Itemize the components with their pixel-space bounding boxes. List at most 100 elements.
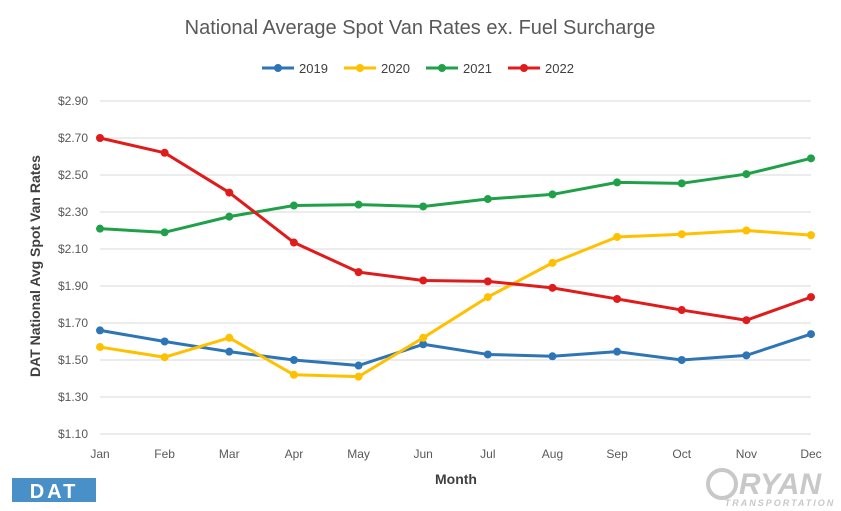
x-tick-label: Mar bbox=[219, 447, 240, 461]
data-point bbox=[96, 134, 104, 142]
y-tick-label: $2.90 bbox=[58, 94, 88, 108]
data-point bbox=[548, 258, 557, 267]
data-point bbox=[807, 231, 815, 240]
data-point bbox=[225, 188, 234, 197]
dat-logo-background bbox=[12, 478, 96, 502]
series-line-2020 bbox=[99, 229, 812, 379]
legend-swatch-marker bbox=[356, 64, 364, 72]
data-point bbox=[160, 228, 169, 237]
ryan-logo-text: RYAN bbox=[739, 468, 823, 501]
x-axis-ticks: Jan Feb Mar Apr May Jun Jul Aug Sep Oct Nov Dec bbox=[90, 447, 821, 461]
series-line-2019 bbox=[99, 328, 812, 368]
data-point bbox=[354, 361, 363, 370]
x-tick-label: May bbox=[347, 447, 370, 461]
data-point bbox=[677, 179, 686, 188]
dat-logo-text: DAT bbox=[30, 481, 79, 503]
x-tick-label: Sep bbox=[606, 447, 628, 461]
data-point bbox=[354, 268, 363, 277]
data-point bbox=[483, 350, 492, 359]
data-point bbox=[807, 330, 815, 339]
y-tick-label: $1.90 bbox=[58, 279, 88, 293]
data-point bbox=[96, 224, 104, 233]
y-tick-label: $2.50 bbox=[58, 168, 88, 182]
data-point bbox=[742, 351, 751, 360]
legend-label: 2021 bbox=[463, 61, 492, 76]
x-axis-label: Month bbox=[435, 471, 477, 487]
data-point bbox=[548, 283, 557, 292]
data-point bbox=[289, 238, 298, 247]
x-tick-label: Dec bbox=[800, 447, 821, 461]
x-tick-label: Jul bbox=[480, 447, 495, 461]
series-2019 bbox=[96, 326, 815, 370]
y-tick-label: $2.30 bbox=[58, 205, 88, 219]
x-tick-label: Nov bbox=[736, 447, 757, 461]
gridlines bbox=[100, 100, 811, 435]
data-point bbox=[289, 370, 298, 379]
series-line-2022 bbox=[99, 136, 812, 322]
y-axis-ticks: $1.10 $1.30 $1.50 $1.70 $1.90 $2.10 $2.30 $2.50… bbox=[58, 94, 88, 441]
legend-label: 2022 bbox=[545, 61, 574, 76]
ryan-logo: RYAN TRANSPORTATION bbox=[706, 468, 836, 508]
data-point bbox=[419, 202, 428, 211]
x-tick-label: Jan bbox=[90, 447, 109, 461]
data-point bbox=[289, 356, 298, 364]
legend-label: 2019 bbox=[299, 61, 328, 76]
x-tick-label: Oct bbox=[672, 447, 691, 461]
data-point bbox=[613, 232, 622, 241]
data-point bbox=[742, 226, 751, 235]
y-tick-label: $2.70 bbox=[58, 131, 88, 145]
data-point bbox=[419, 333, 428, 342]
data-point bbox=[483, 277, 492, 286]
x-tick-label: Aug bbox=[542, 447, 563, 461]
data-point bbox=[160, 148, 169, 157]
x-tick-label: Jun bbox=[414, 447, 433, 461]
series-2022 bbox=[96, 134, 815, 325]
data-point bbox=[354, 372, 363, 381]
data-point bbox=[289, 201, 298, 210]
x-tick-label: Feb bbox=[154, 447, 175, 461]
data-point bbox=[677, 230, 686, 239]
legend-item-2021: 2021 bbox=[426, 61, 492, 76]
data-point bbox=[160, 353, 169, 362]
ryan-logo-subtext: TRANSPORTATION bbox=[725, 498, 836, 508]
legend-item-2020: 2020 bbox=[344, 61, 410, 76]
data-point bbox=[419, 340, 428, 349]
y-tick-label: $2.10 bbox=[58, 242, 88, 256]
y-axis-label: DAT National Avg Spot Van Rates bbox=[27, 155, 43, 377]
data-point bbox=[160, 337, 169, 346]
data-point bbox=[807, 154, 815, 163]
data-point bbox=[548, 190, 557, 199]
data-point bbox=[677, 356, 686, 364]
data-point bbox=[742, 316, 751, 325]
data-point bbox=[483, 293, 492, 302]
data-point bbox=[548, 352, 557, 361]
data-point bbox=[613, 347, 622, 356]
legend-label: 2020 bbox=[381, 61, 410, 76]
data-point bbox=[354, 200, 363, 209]
y-tick-label: $1.50 bbox=[58, 353, 88, 367]
ryan-logo-swoosh-icon bbox=[706, 468, 738, 500]
data-point bbox=[807, 293, 815, 302]
legend-swatch-marker bbox=[520, 64, 528, 72]
data-point bbox=[225, 212, 234, 221]
legend-swatch-marker bbox=[274, 64, 282, 72]
data-point bbox=[225, 347, 234, 356]
x-tick-label: Apr bbox=[285, 447, 304, 461]
data-point bbox=[96, 326, 104, 335]
data-point bbox=[742, 170, 751, 179]
y-tick-label: $1.70 bbox=[58, 316, 88, 330]
series-line-2021 bbox=[99, 156, 812, 234]
y-tick-label: $1.10 bbox=[58, 427, 88, 441]
series-2021 bbox=[96, 154, 815, 237]
data-point bbox=[419, 276, 428, 285]
legend: 2019 2020 2021 2022 bbox=[262, 61, 574, 76]
series-lines bbox=[96, 134, 815, 381]
data-point bbox=[613, 178, 622, 187]
data-point bbox=[483, 195, 492, 204]
data-point bbox=[225, 333, 234, 342]
data-point bbox=[613, 294, 622, 303]
legend-swatch-marker bbox=[438, 64, 446, 72]
series-2020 bbox=[96, 226, 815, 381]
dat-logo: DAT bbox=[12, 478, 96, 503]
